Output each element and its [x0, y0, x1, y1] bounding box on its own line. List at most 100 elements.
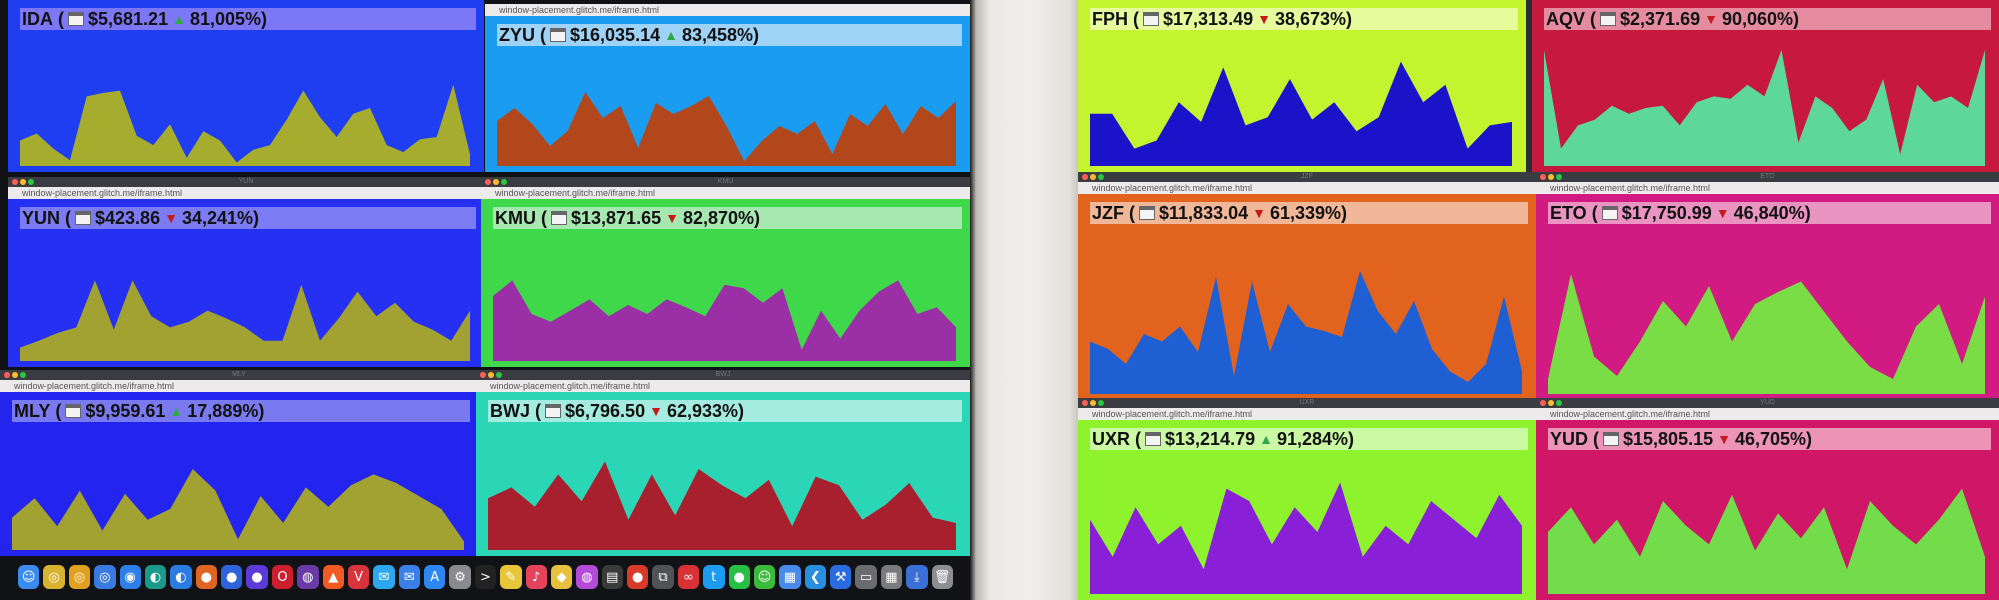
minimize-button[interactable]: [1090, 400, 1096, 406]
close-button[interactable]: [485, 179, 491, 185]
zoom-button[interactable]: [20, 372, 26, 378]
tor-icon[interactable]: ◍: [297, 565, 319, 589]
terminal-icon[interactable]: >: [474, 565, 497, 589]
vivaldi-icon[interactable]: V: [347, 565, 370, 589]
price-area: [20, 280, 470, 361]
chrome-canary-icon[interactable]: ◎: [68, 565, 91, 589]
window-titlebar[interactable]: JZF: [1078, 172, 1536, 182]
notes-icon[interactable]: ✎: [500, 565, 522, 589]
minimize-button[interactable]: [12, 372, 18, 378]
url-bar[interactable]: window-placement.glitch.me/iframe.html: [485, 4, 970, 16]
window-jzf[interactable]: JZF window-placement.glitch.me/iframe.htm…: [1078, 172, 1536, 400]
price-area: [497, 92, 956, 166]
minimize-button[interactable]: [1548, 400, 1554, 406]
minimize-button[interactable]: [1548, 174, 1554, 180]
mail-icon[interactable]: ✉: [398, 565, 420, 589]
chrome-beta-icon[interactable]: ◎: [94, 565, 116, 589]
activity-icon[interactable]: ▤: [601, 565, 623, 589]
system-preferences-icon[interactable]: ⚙: [449, 565, 471, 589]
trash-icon[interactable]: 🗑: [931, 565, 953, 589]
ticker-headline: IDA ($5,681.21 ▲ 81,005%): [20, 8, 476, 30]
zoom-button[interactable]: [1556, 174, 1562, 180]
window-zyu[interactable]: window-placement.glitch.me/iframe.html ZY…: [485, 4, 970, 172]
keyboard-icon[interactable]: ▦: [880, 565, 903, 589]
ticker-price: $13,214.79: [1165, 429, 1256, 449]
close-button[interactable]: [480, 372, 486, 378]
zoom-button[interactable]: [28, 179, 34, 185]
simulator-icon[interactable]: ▭: [855, 565, 877, 589]
window-mly[interactable]: MLY window-placement.glitch.me/iframe.htm…: [0, 370, 478, 556]
finder-doc-icon[interactable]: ▦: [779, 565, 801, 589]
price-area: [1090, 271, 1522, 394]
down-arrow-icon: ▼: [649, 403, 663, 419]
close-button[interactable]: [12, 179, 18, 185]
window-yun[interactable]: YUN window-placement.glitch.me/iframe.htm…: [8, 177, 484, 367]
brave-icon[interactable]: ▲: [322, 565, 344, 589]
app-store-icon[interactable]: A: [424, 565, 446, 589]
chrome-icon[interactable]: ◎: [43, 565, 65, 589]
zoom-button[interactable]: [501, 179, 507, 185]
url-bar[interactable]: window-placement.glitch.me/iframe.html: [1078, 408, 1536, 420]
edge-icon[interactable]: ◐: [144, 565, 167, 589]
firefox-icon[interactable]: ●: [195, 565, 217, 589]
opera-icon[interactable]: O: [271, 565, 294, 589]
paren: (: [53, 9, 64, 29]
window-titlebar[interactable]: BWJ: [476, 370, 970, 380]
zoom-button[interactable]: [1098, 400, 1104, 406]
zoom-button[interactable]: [496, 372, 502, 378]
close-button[interactable]: [4, 372, 10, 378]
close-button[interactable]: [1082, 400, 1088, 406]
minimize-button[interactable]: [1090, 174, 1096, 180]
minimize-button[interactable]: [20, 179, 26, 185]
duck-icon[interactable]: ◆: [550, 565, 573, 589]
url-bar[interactable]: window-placement.glitch.me/iframe.html: [1536, 408, 1999, 420]
window-kmu[interactable]: KMU window-placement.glitch.me/iframe.htm…: [481, 177, 970, 367]
window-titlebar[interactable]: YUN: [8, 177, 484, 187]
firefox-nightly-icon[interactable]: ●: [246, 565, 268, 589]
finder-icon[interactable]: ☺: [18, 565, 40, 589]
window-uxr[interactable]: UXR window-placement.glitch.me/iframe.htm…: [1078, 398, 1536, 600]
window-bwj[interactable]: BWJ window-placement.glitch.me/iframe.htm…: [476, 370, 970, 556]
downloads-icon[interactable]: ⤓: [906, 565, 928, 589]
screens-icon[interactable]: ⧉: [652, 565, 674, 589]
calendar-icon: [545, 404, 561, 418]
xcode-icon[interactable]: ⚒: [830, 565, 852, 589]
close-button[interactable]: [1540, 400, 1546, 406]
minimize-button[interactable]: [493, 179, 499, 185]
firefox-dev-icon[interactable]: ●: [221, 565, 243, 589]
minimize-button[interactable]: [488, 372, 494, 378]
window-yud[interactable]: YUD window-placement.glitch.me/iframe.htm…: [1536, 398, 1999, 600]
url-bar[interactable]: window-placement.glitch.me/iframe.html: [1536, 182, 1999, 194]
vscode-icon[interactable]: ❮: [804, 565, 826, 589]
window-titlebar[interactable]: ETO: [1536, 172, 1999, 182]
url-bar[interactable]: window-placement.glitch.me/iframe.html: [481, 187, 970, 199]
twitter-icon[interactable]: t: [703, 565, 725, 589]
url-bar[interactable]: window-placement.glitch.me/iframe.html: [1078, 182, 1536, 194]
url-bar[interactable]: window-placement.glitch.me/iframe.html: [0, 380, 478, 392]
url-bar[interactable]: window-placement.glitch.me/iframe.html: [8, 187, 484, 199]
window-eto[interactable]: ETO window-placement.glitch.me/iframe.htm…: [1536, 172, 1999, 400]
zoom-button[interactable]: [1098, 174, 1104, 180]
window-aqv[interactable]: AQV ($2,371.69 ▼ 90,060%): [1532, 0, 1999, 172]
window-titlebar[interactable]: KMU: [481, 177, 970, 187]
podcast-icon[interactable]: ◍: [576, 565, 598, 589]
window-title: UXR: [1299, 399, 1315, 406]
wechat-icon[interactable]: ●: [728, 565, 750, 589]
window-title: JZF: [1300, 173, 1314, 180]
close-button[interactable]: [1540, 174, 1546, 180]
record-icon[interactable]: ●: [627, 565, 649, 589]
url-bar[interactable]: window-placement.glitch.me/iframe.html: [476, 380, 970, 392]
chat-icon[interactable]: ☺: [753, 565, 776, 589]
edge-beta-icon[interactable]: ◐: [170, 565, 192, 589]
window-titlebar[interactable]: MLY: [0, 370, 478, 380]
music-icon[interactable]: ♪: [525, 565, 547, 589]
window-fph[interactable]: FPH ($17,313.49 ▼ 38,673%): [1078, 0, 1526, 172]
close-button[interactable]: [1082, 174, 1088, 180]
creative-cloud-icon[interactable]: ∞: [677, 565, 700, 589]
messages-icon[interactable]: ✉: [373, 565, 395, 589]
window-ida[interactable]: IDA ($5,681.21 ▲ 81,005%): [8, 0, 484, 172]
window-titlebar[interactable]: UXR: [1078, 398, 1536, 408]
safari-icon[interactable]: ◉: [119, 565, 141, 589]
window-titlebar[interactable]: YUD: [1536, 398, 1999, 408]
zoom-button[interactable]: [1556, 400, 1562, 406]
